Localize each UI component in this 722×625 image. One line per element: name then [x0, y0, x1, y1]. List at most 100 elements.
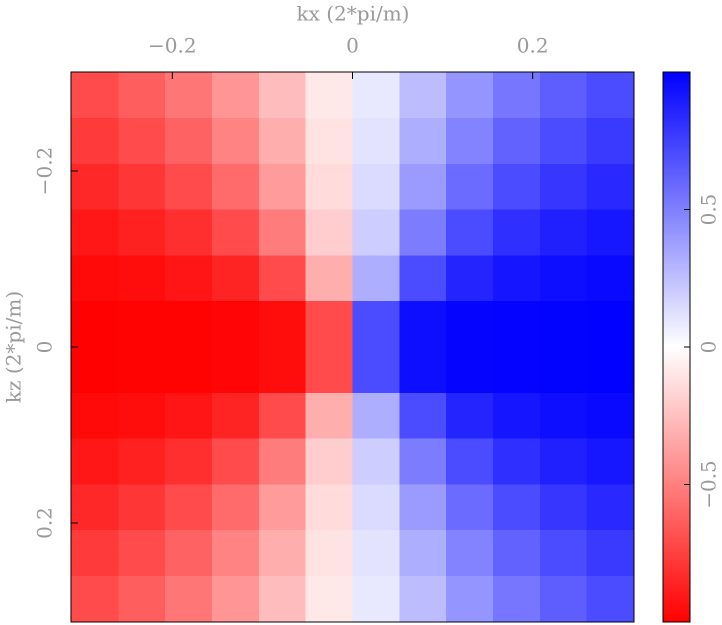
heatmap-cell [586, 118, 635, 165]
heatmap-cell [493, 209, 541, 256]
heatmap-cell [586, 575, 635, 623]
heatmap-cell [258, 392, 307, 440]
heatmap-cell [586, 484, 635, 531]
heatmap-cell [118, 255, 166, 302]
heatmap-cell [165, 484, 213, 531]
heatmap-cell [211, 392, 260, 440]
x-tick-label: 0.2 [517, 34, 549, 58]
colorbar-tick-label: 0.5 [697, 194, 721, 226]
heatmap-cell [165, 438, 213, 485]
heatmap-cell [211, 347, 260, 394]
heatmap-cell [493, 255, 541, 302]
heatmap-cell [493, 392, 541, 440]
heatmap-cell [258, 301, 307, 348]
heatmap-cell [71, 484, 119, 531]
heatmap-cell [71, 209, 119, 256]
heatmap-cell [165, 347, 213, 394]
heatmap-cell [305, 484, 353, 531]
heatmap-cell [446, 255, 494, 302]
heatmap-cell [352, 530, 400, 577]
heatmap-cell [165, 209, 213, 256]
heatmap-cell [446, 438, 494, 485]
heatmap-cell [586, 438, 635, 485]
heatmap-cell [165, 392, 213, 440]
heatmap-cell [539, 163, 588, 211]
y-axis-title: kz (2*pi/m) [2, 291, 26, 403]
heatmap-cell [493, 163, 541, 211]
heatmap-cell [399, 209, 447, 256]
heatmap-cell [493, 347, 541, 394]
heatmap-cell [258, 484, 307, 531]
heatmap-cell [211, 484, 260, 531]
heatmap-cell [539, 347, 588, 394]
x-tick-label: 0 [346, 34, 359, 58]
heatmap-cell [305, 575, 353, 623]
heatmap-cell [446, 392, 494, 440]
heatmap-cell [493, 575, 541, 623]
heatmap-cell [399, 392, 447, 440]
heatmap-cell [399, 530, 447, 577]
heatmap-cell [539, 392, 588, 440]
heatmap-cell [258, 530, 307, 577]
heatmap-cell [305, 209, 353, 256]
heatmap-cell [258, 118, 307, 165]
heatmap-cell [211, 72, 260, 119]
heatmap-cell [399, 118, 447, 165]
heatmap-cell [352, 347, 400, 394]
x-tick-label: −0.2 [148, 34, 197, 58]
heatmap-cell [539, 530, 588, 577]
colorbar-tick-label: 0 [697, 341, 721, 354]
heatmap-cell [305, 347, 353, 394]
heatmap-cell [539, 438, 588, 485]
heatmap-cell [586, 163, 635, 211]
heatmap-cell [539, 575, 588, 623]
heatmap-cell [352, 484, 400, 531]
heatmap-cell [71, 575, 119, 623]
heatmap-cell [352, 72, 400, 119]
heatmap-cell [399, 575, 447, 623]
heatmap-cell [71, 72, 119, 119]
heatmap-cell [305, 392, 353, 440]
heatmap-cell [352, 575, 400, 623]
heatmap-cell [165, 575, 213, 623]
heatmap-cell [211, 301, 260, 348]
heatmap-cell [118, 575, 166, 623]
heatmap-cell [305, 163, 353, 211]
heatmap-cell [305, 255, 353, 302]
heatmap-cell [352, 163, 400, 211]
heatmap-cell [586, 209, 635, 256]
heatmap-cell [539, 255, 588, 302]
heatmap-cell [446, 530, 494, 577]
heatmap-cell [305, 72, 353, 119]
heatmap-cell [446, 575, 494, 623]
heatmap-cell [118, 163, 166, 211]
heatmap-cell [352, 255, 400, 302]
heatmap-cell [399, 163, 447, 211]
heatmap-cell [539, 301, 588, 348]
heatmap-cell [165, 301, 213, 348]
heatmap-cell [586, 72, 635, 119]
heatmap-cell [211, 530, 260, 577]
heatmap-cell [71, 118, 119, 165]
heatmap-cell [118, 438, 166, 485]
heatmap-cell [305, 530, 353, 577]
heatmap-cell [305, 301, 353, 348]
heatmap-cell [118, 347, 166, 394]
heatmap-cell [305, 118, 353, 165]
heatmap-cell [399, 255, 447, 302]
heatmap-cell [71, 438, 119, 485]
y-tick-label: −0.2 [33, 147, 57, 196]
heatmap-cell [539, 209, 588, 256]
heatmap-cell [586, 530, 635, 577]
heatmap-cell [399, 438, 447, 485]
heatmap-cell [165, 72, 213, 119]
heatmap-cell [71, 347, 119, 394]
heatmap-cell [352, 118, 400, 165]
heatmap-cell [258, 163, 307, 211]
heatmap-cell [118, 484, 166, 531]
heatmap-cell [118, 209, 166, 256]
heatmap-cell [586, 347, 635, 394]
heatmap-cell [446, 163, 494, 211]
heatmap-cell [446, 347, 494, 394]
